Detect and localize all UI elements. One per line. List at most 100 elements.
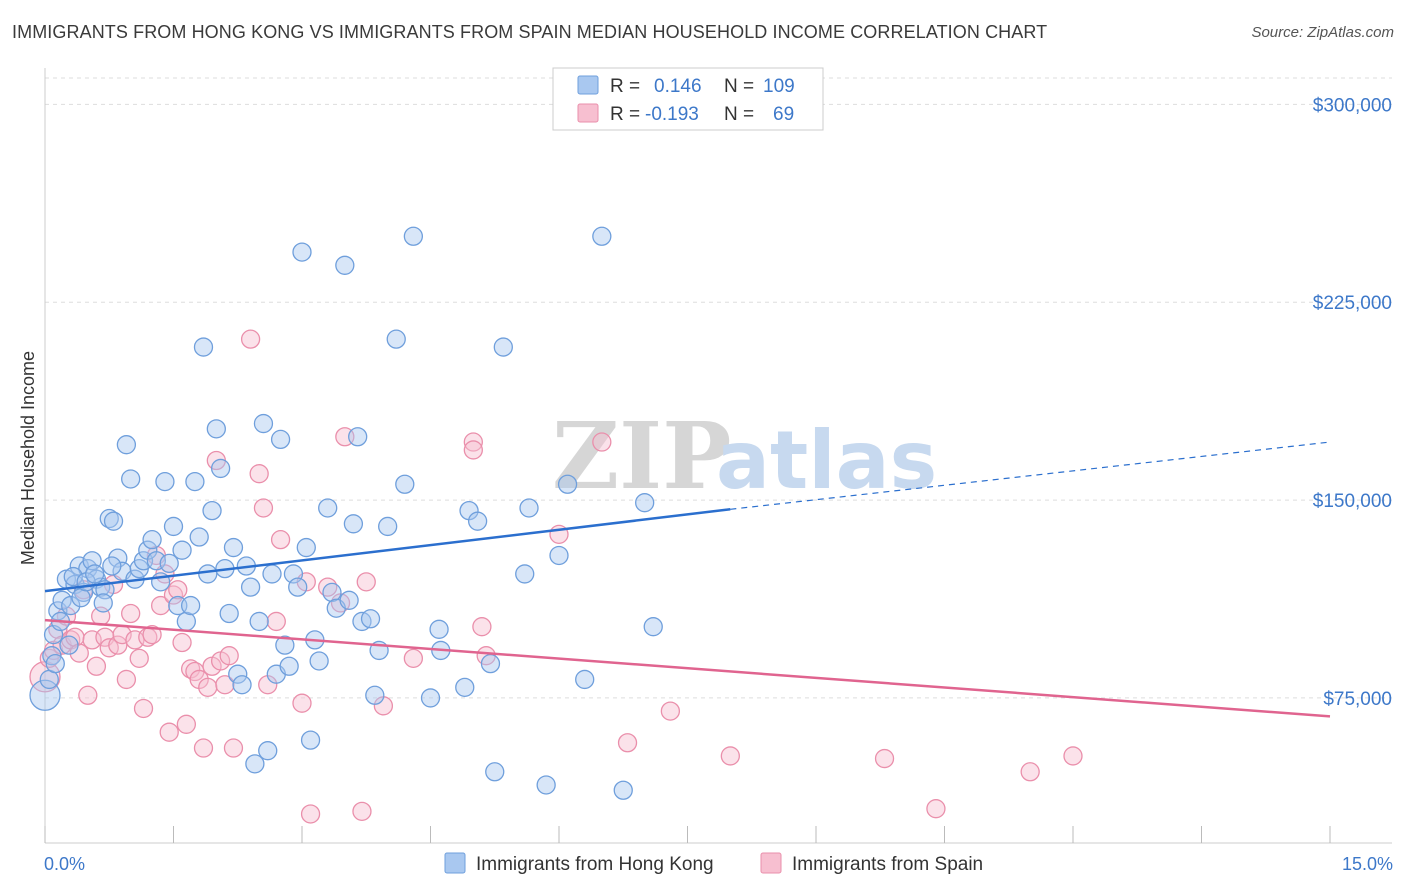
point-spain <box>78 685 98 705</box>
point-hong-kong <box>339 590 359 610</box>
point-spain <box>403 648 424 668</box>
point-spain <box>240 329 261 349</box>
point-spain <box>121 603 141 624</box>
point-hong-kong <box>232 675 252 695</box>
point-spain <box>159 722 179 742</box>
point-spain <box>270 529 291 550</box>
point-spain <box>176 714 197 734</box>
point-spain <box>172 632 192 653</box>
point-hong-kong <box>240 577 261 597</box>
point-hong-kong <box>103 511 124 531</box>
point-spain <box>193 738 214 758</box>
series-legend: Immigrants from Hong Kong Immigrants fro… <box>444 852 983 875</box>
point-hong-kong <box>288 577 308 597</box>
point-spain <box>150 595 171 616</box>
point-hong-kong <box>121 469 141 489</box>
point-hong-kong <box>253 413 274 434</box>
legend-r-label-es: R = <box>610 104 640 125</box>
legend-n-value-hk: 109 <box>763 76 795 97</box>
legend-swatch-spain <box>577 103 599 123</box>
point-hong-kong <box>300 730 321 750</box>
point-spain <box>472 617 492 637</box>
point-hong-kong <box>335 255 355 275</box>
point-hong-kong <box>343 514 364 534</box>
point-hong-kong <box>198 564 218 584</box>
point-spain <box>168 580 188 600</box>
point-hong-kong <box>515 564 535 584</box>
legend-swatch-hong-kong <box>577 75 599 95</box>
point-spain <box>356 572 376 592</box>
point-hong-kong <box>172 540 192 560</box>
point-hong-kong <box>270 429 291 450</box>
point-hong-kong <box>420 688 441 708</box>
y-tick-labels: $75,000 $150,000 $225,000 $300,000 <box>1313 95 1392 710</box>
point-hong-kong <box>292 242 312 262</box>
point-spain <box>660 701 681 721</box>
point-spain <box>223 738 244 758</box>
point-spain <box>198 677 218 698</box>
point-spain <box>86 656 107 676</box>
point-spain <box>215 675 235 695</box>
legend-n-value-es: 69 <box>773 104 794 125</box>
y-axis-label: Median Household Income <box>18 351 38 565</box>
point-spain <box>108 635 128 655</box>
point-spain <box>300 804 321 824</box>
grid-lines <box>45 77 1392 699</box>
point-spain <box>1020 762 1040 782</box>
point-hong-kong <box>549 545 569 566</box>
point-hong-kong <box>309 651 329 671</box>
trend-lines <box>44 441 1331 718</box>
correlation-legend: R = 0.146 N = 109 R = -0.193 N = 69 <box>552 67 824 131</box>
legend-r-label-hk: R = <box>610 76 640 97</box>
point-spain <box>69 643 89 663</box>
point-hong-kong <box>455 677 475 698</box>
point-hong-kong <box>223 537 244 558</box>
bottom-legend-label-hong-kong: Immigrants from Hong Kong <box>476 854 714 875</box>
point-hong-kong <box>322 582 342 603</box>
point-hong-kong <box>155 471 175 492</box>
point-hong-kong <box>296 537 316 558</box>
point-hong-kong <box>536 775 556 795</box>
point-spain <box>292 693 312 713</box>
point-hong-kong <box>262 564 282 584</box>
trend-line-hong-kong <box>44 508 731 593</box>
legend-n-label-hk: N = <box>724 76 754 97</box>
point-hong-kong <box>318 498 338 518</box>
point-spain <box>874 748 895 769</box>
point-hong-kong <box>210 458 231 479</box>
bottom-legend-label-spain: Immigrants from Spain <box>792 854 983 875</box>
x-tick-label-end: 15.0% <box>1342 854 1393 874</box>
y-tick-label: $300,000 <box>1313 95 1392 116</box>
point-hong-kong <box>279 656 299 676</box>
point-hong-kong <box>206 419 226 439</box>
point-spain <box>253 498 274 518</box>
point-hong-kong <box>202 500 222 521</box>
point-hong-kong <box>643 617 663 637</box>
point-spain <box>926 799 946 819</box>
point-spain <box>1063 746 1083 766</box>
point-hong-kong <box>557 474 578 494</box>
point-hong-kong <box>159 553 179 574</box>
y-tick-label: $150,000 <box>1313 491 1392 512</box>
point-hong-kong <box>635 493 655 513</box>
point-spain <box>617 733 638 753</box>
point-spain <box>116 669 137 690</box>
point-hong-kong <box>360 609 381 629</box>
x-tick-labels: 0.0% 15.0% <box>44 854 1393 874</box>
point-hong-kong <box>102 556 122 576</box>
axes <box>44 68 1392 844</box>
point-hong-kong <box>467 511 488 531</box>
point-hong-kong <box>245 754 265 774</box>
point-hong-kong <box>258 741 278 761</box>
point-spain <box>463 440 483 460</box>
point-hong-kong <box>180 595 201 616</box>
point-hong-kong <box>613 780 633 800</box>
point-spain <box>352 801 372 821</box>
point-hong-kong <box>575 669 595 690</box>
point-hong-kong <box>395 474 415 494</box>
point-spain <box>133 698 154 719</box>
point-hong-kong <box>116 435 137 455</box>
point-spain <box>249 464 269 484</box>
bottom-legend-swatch-spain <box>760 852 782 874</box>
